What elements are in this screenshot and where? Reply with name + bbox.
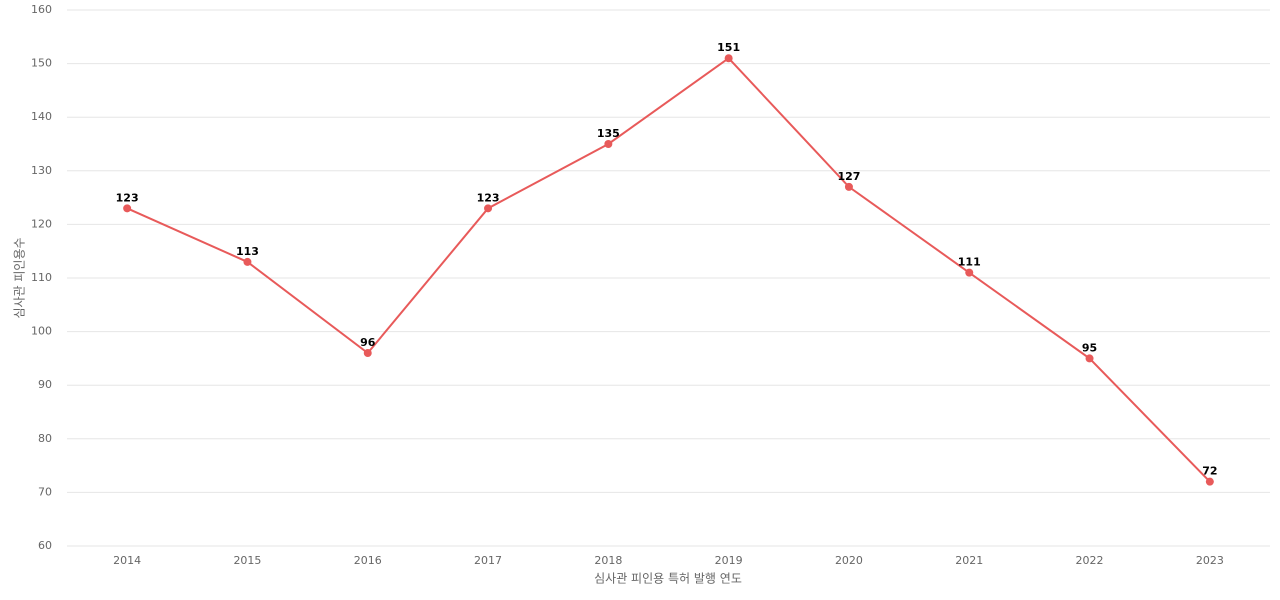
y-tick-label: 140 <box>31 110 52 123</box>
x-tick-label: 2020 <box>835 554 863 567</box>
y-tick-label: 130 <box>31 164 52 177</box>
point <box>123 204 132 213</box>
x-tick-label: 2015 <box>233 554 261 567</box>
x-tick-label: 2018 <box>594 554 622 567</box>
x-tick-label: 2017 <box>474 554 502 567</box>
y-tick-label: 60 <box>38 539 52 552</box>
point <box>844 182 853 191</box>
data-label: 151 <box>717 41 740 54</box>
x-tick-label: 2021 <box>955 554 983 567</box>
x-tick-label: 2019 <box>715 554 743 567</box>
point <box>243 257 252 266</box>
y-tick-label: 100 <box>31 325 52 338</box>
data-label: 135 <box>597 127 620 140</box>
point <box>363 349 372 358</box>
point <box>1205 477 1214 486</box>
y-axis-title: 심사관 피인용수 <box>13 237 27 318</box>
data-label: 123 <box>477 191 500 204</box>
data-label: 123 <box>116 191 139 204</box>
point <box>724 54 733 63</box>
x-tick-label: 2016 <box>354 554 382 567</box>
point <box>1085 354 1094 363</box>
data-label: 113 <box>236 245 259 258</box>
y-tick-label: 160 <box>31 3 52 16</box>
data-label: 96 <box>360 336 376 349</box>
data-label: 95 <box>1082 341 1097 354</box>
y-tick-label: 80 <box>38 432 52 445</box>
y-tick-label: 120 <box>31 217 52 230</box>
y-tick-label: 90 <box>38 378 52 391</box>
point <box>604 140 613 148</box>
y-tick-label: 110 <box>31 271 52 284</box>
y-tick-label: 150 <box>31 57 52 70</box>
y-tick-label: 70 <box>38 485 52 498</box>
point <box>965 268 974 277</box>
line <box>126 56 1211 483</box>
x-tick-label: 2022 <box>1076 554 1104 567</box>
x-axis-title: 심사관 피인용 특허 발행 연도 <box>594 571 742 586</box>
data-label: 111 <box>958 256 981 269</box>
x-tick-label: 2014 <box>113 554 141 567</box>
data-label: 127 <box>837 170 860 183</box>
point <box>484 204 493 213</box>
data-label: 72 <box>1202 465 1217 478</box>
x-tick-label: 2023 <box>1196 554 1224 567</box>
